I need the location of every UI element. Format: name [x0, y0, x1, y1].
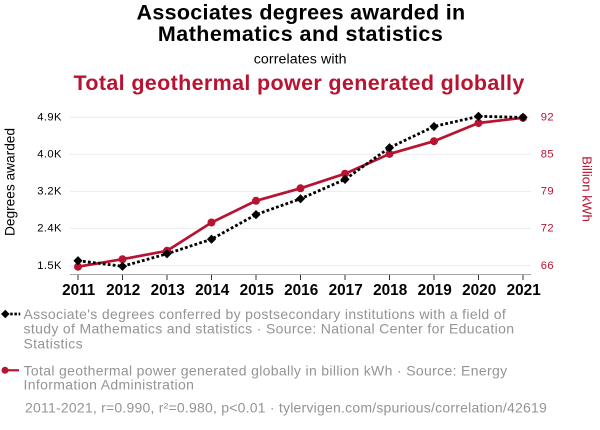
- svg-text:4.0K: 4.0K: [37, 149, 62, 161]
- svg-text:85: 85: [541, 149, 554, 161]
- svg-text:72: 72: [541, 223, 554, 235]
- svg-text:Information Administration: Information Administration: [24, 377, 195, 393]
- svg-text:2021: 2021: [507, 282, 542, 299]
- svg-text:2016: 2016: [284, 282, 318, 299]
- svg-text:2019: 2019: [418, 282, 452, 299]
- svg-text:Billion kWh: Billion kWh: [580, 156, 595, 222]
- svg-text:2013: 2013: [151, 282, 185, 299]
- svg-text:Associates degrees awarded in: Associates degrees awarded in: [137, 1, 466, 25]
- svg-text:correlates with: correlates with: [254, 51, 347, 67]
- svg-text:2017: 2017: [329, 282, 363, 299]
- svg-text:2011: 2011: [62, 282, 96, 299]
- svg-text:Degrees awarded: Degrees awarded: [3, 128, 18, 236]
- svg-text:1.5K: 1.5K: [37, 260, 62, 272]
- svg-text:2015: 2015: [240, 282, 275, 299]
- svg-text:79: 79: [541, 186, 554, 198]
- svg-text:2.4K: 2.4K: [37, 223, 62, 235]
- svg-text:66: 66: [541, 260, 554, 272]
- svg-text:study of Mathematics and stati: study of Mathematics and statistics · So…: [24, 321, 515, 337]
- svg-text:2018: 2018: [373, 282, 408, 299]
- svg-text:Total geothermal power generat: Total geothermal power generated globall…: [24, 363, 508, 379]
- svg-text:4.9K: 4.9K: [37, 112, 62, 124]
- svg-text:Mathematics and statistics: Mathematics and statistics: [158, 22, 443, 46]
- svg-text:2012: 2012: [106, 282, 140, 299]
- svg-text:Associate's degrees conferred: Associate's degrees conferred by postsec…: [24, 306, 507, 322]
- svg-text:Statistics: Statistics: [24, 335, 83, 351]
- svg-text:2014: 2014: [195, 282, 230, 299]
- svg-text:92: 92: [541, 112, 554, 124]
- svg-text:Total geothermal power generat: Total geothermal power generated globall…: [73, 71, 524, 95]
- svg-text:2020: 2020: [462, 282, 496, 299]
- svg-text:3.2K: 3.2K: [37, 186, 62, 198]
- svg-text:2011-2021, r=0.990, r²=0.980,: 2011-2021, r=0.990, r²=0.980, p<0.01 · t…: [25, 399, 547, 415]
